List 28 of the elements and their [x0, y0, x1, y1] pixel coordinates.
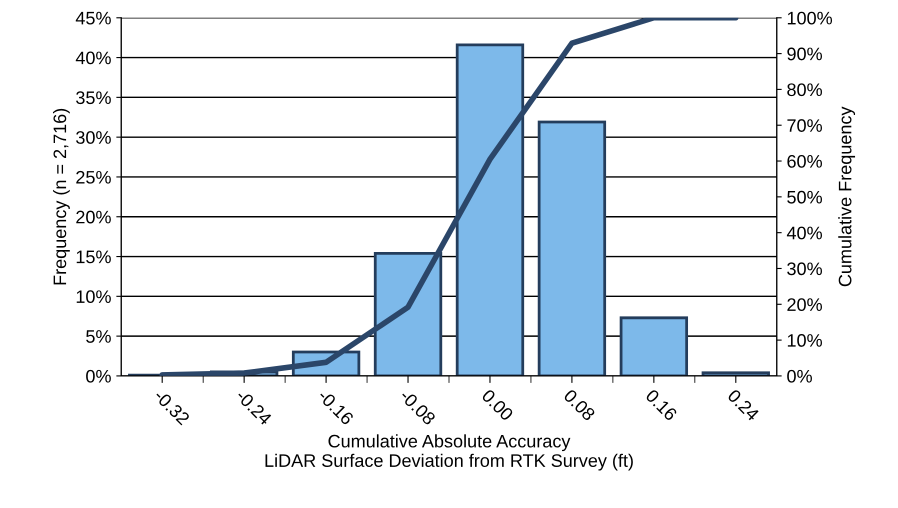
x-tick-label: 0.16 — [644, 388, 678, 422]
y-tick-label: 25% — [76, 170, 111, 184]
y2-tick-label: 70% — [787, 119, 822, 132]
y-tick-label: 0% — [86, 370, 111, 383]
y2-axis-title: Cumulative Frequency — [838, 106, 856, 286]
x-tick-label: 0.08 — [563, 388, 596, 422]
y-tick-label: 20% — [76, 210, 111, 224]
y2-tick-label: 90% — [787, 48, 822, 60]
y2-tick-label: 20% — [787, 298, 822, 312]
x-tick-label: 0.24 — [726, 388, 760, 422]
y2-tick-label: 0% — [787, 370, 812, 383]
y2-tick-label: 80% — [787, 83, 822, 96]
y-tick-label: 10% — [76, 290, 111, 304]
y-tick-label: 5% — [86, 330, 111, 343]
y2-tick-label: 10% — [788, 334, 822, 347]
y2-tick-label: 30% — [787, 262, 822, 276]
y-tick-label: 15% — [76, 250, 111, 264]
y2-tick-label: 50% — [787, 190, 822, 204]
x-axis-title: Cumulative Absolute Accuracy LiDAR Surface Deviation from RTK Survey (ft) — [266, 434, 633, 471]
y2-tick-label: 40% — [786, 226, 822, 240]
y-tick-label: 40% — [76, 52, 111, 64]
y-tick-label: 30% — [76, 131, 111, 144]
y2-tick-label: 100% — [788, 12, 832, 24]
y2-tick-label: 60% — [787, 154, 822, 168]
y-tick-label: 45% — [76, 12, 111, 24]
x-tick-label: 0.00 — [481, 388, 514, 422]
y-axis-title: Frequency (n = 2,716) — [52, 108, 70, 284]
y-tick-label: 35% — [76, 91, 111, 104]
